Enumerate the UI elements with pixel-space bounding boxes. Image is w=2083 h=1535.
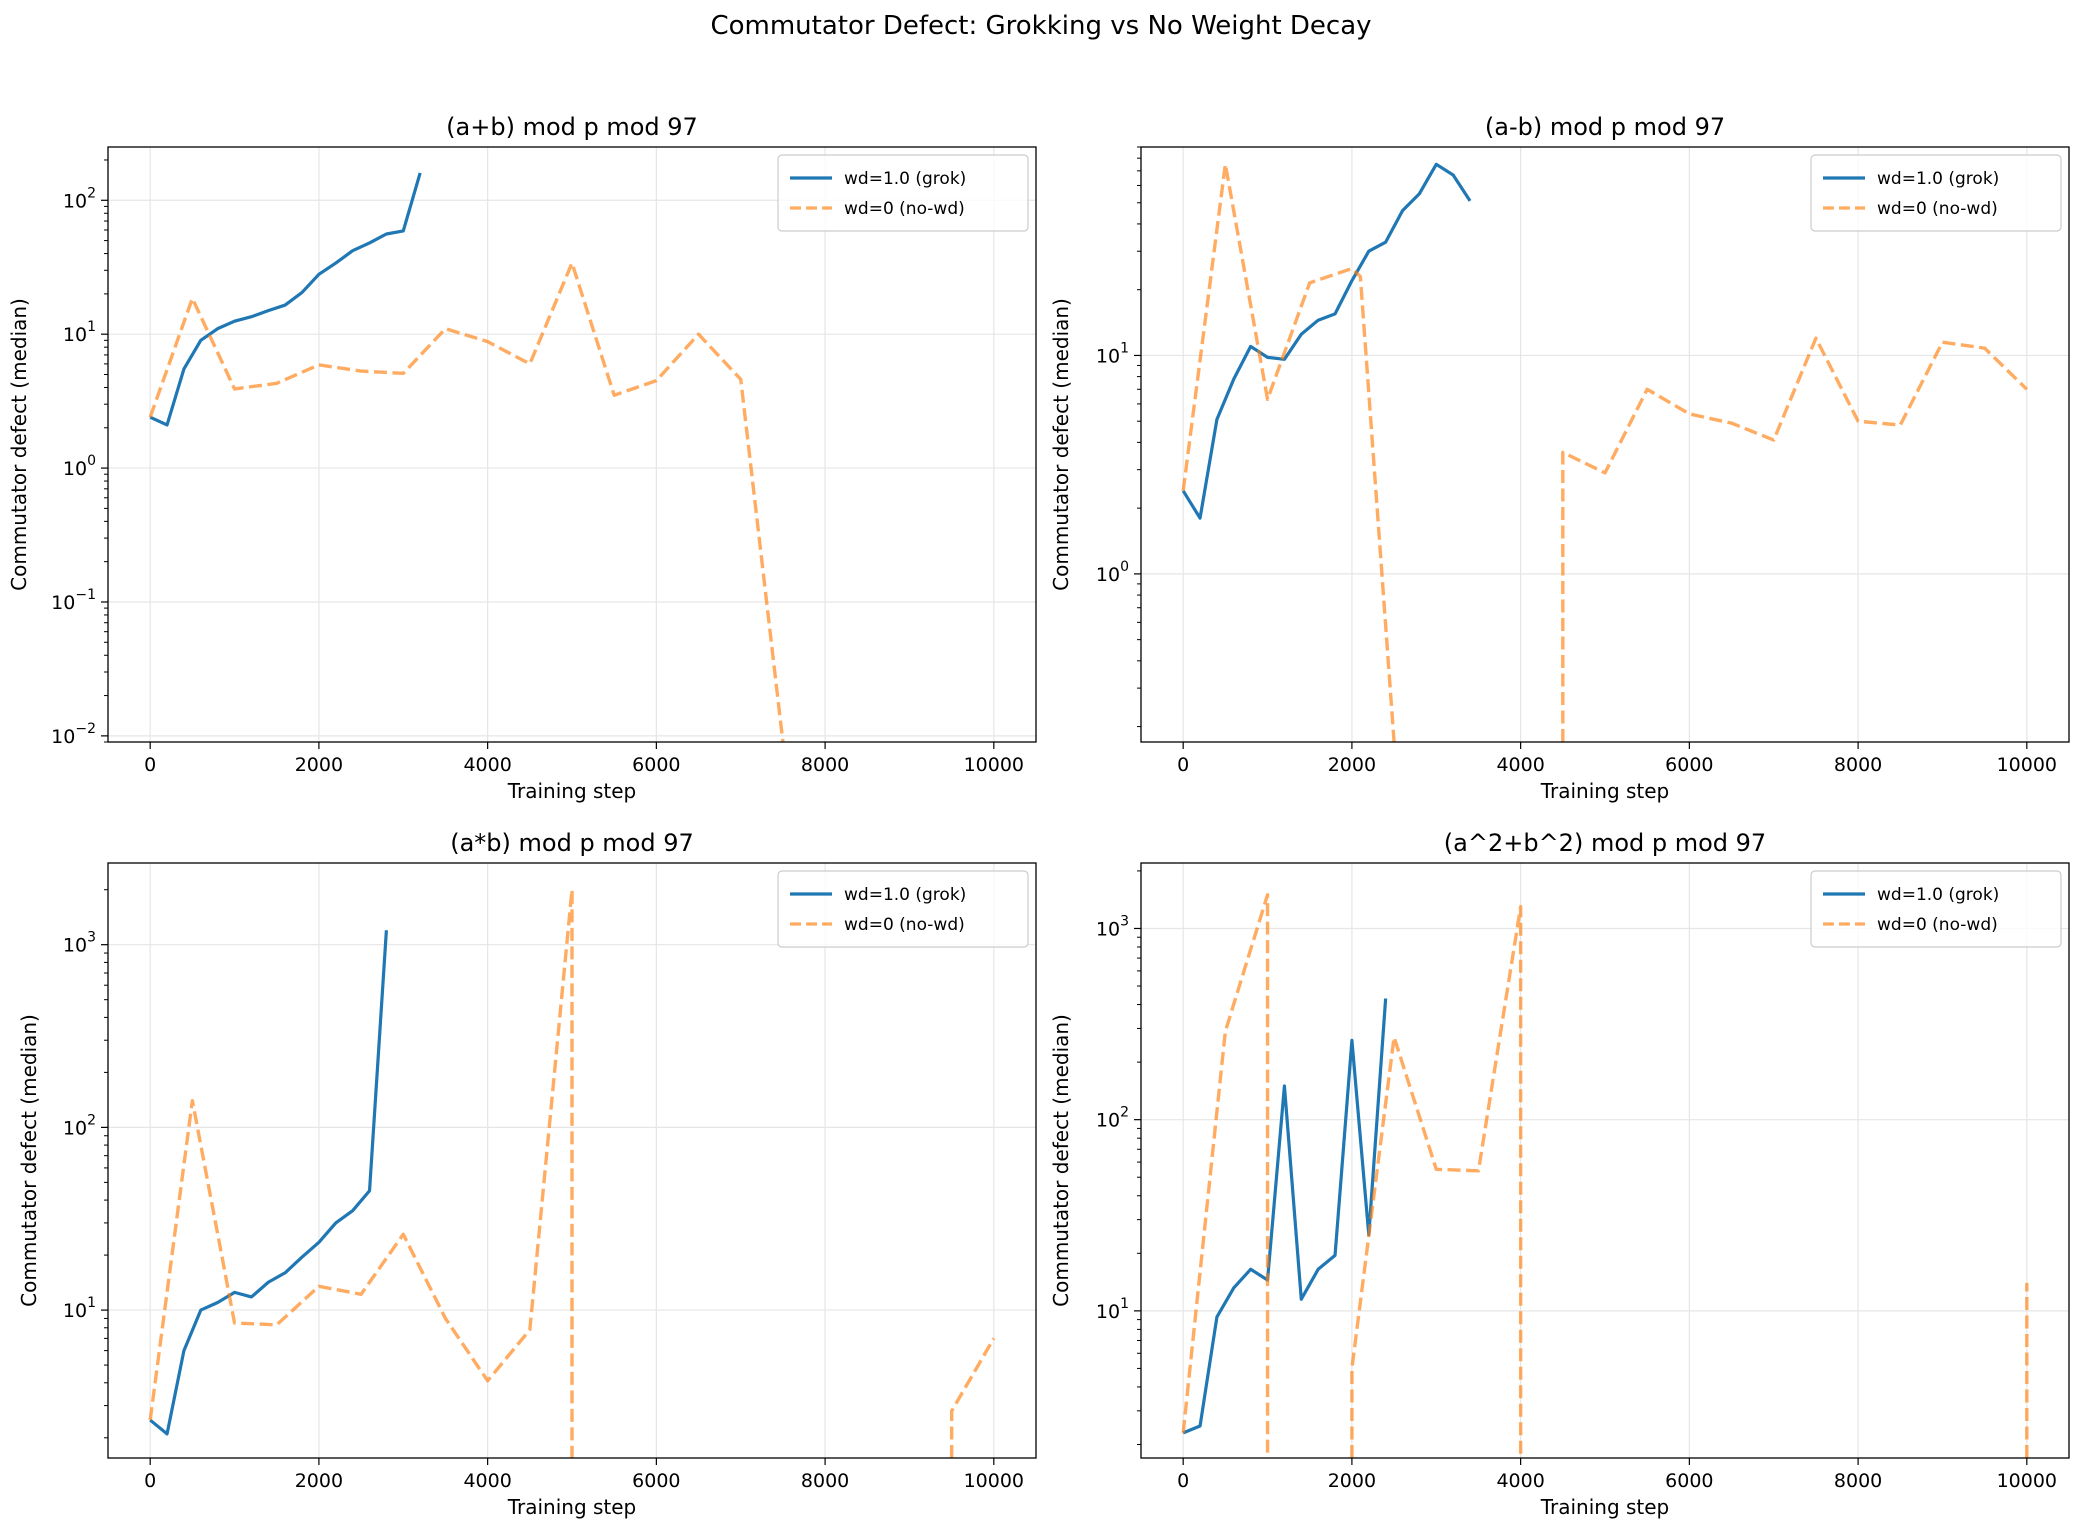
legend-label: wd=0 (no-wd) (844, 915, 965, 935)
x-tick-label: 2000 (295, 1470, 343, 1492)
legend: wd=1.0 (grok) wd=0 (no-wd) (777, 154, 1029, 232)
subplot-3: 0 2000 4000 6000 8000 10000 101 102 103 (a*b) mod… (17, 829, 1037, 1519)
subplot-title: (a-b) mod p mod 97 (1485, 113, 1725, 141)
x-tick-label: 4000 (1496, 1470, 1544, 1492)
legend-label: wd=0 (no-wd) (1877, 199, 1998, 219)
y-axis-label: Commutator defect (median) (7, 298, 31, 591)
x-tick-label: 2000 (1328, 1470, 1376, 1492)
y-tick-label: 102 (1096, 1105, 1129, 1132)
x-tick-label: 10000 (1997, 1470, 2057, 1492)
subplot-2: 0 2000 4000 6000 8000 10000 100 101 (a-b) mod p … (1049, 113, 2070, 803)
legend-box (777, 154, 1029, 232)
figure-title: Commutator Defect: Grokking vs No Weight… (710, 11, 1371, 41)
x-tick-label: 2000 (295, 754, 343, 776)
y-tick-label: 10−1 (51, 587, 96, 614)
y-tick-label: 101 (1096, 1296, 1129, 1323)
series-line-grok (1182, 998, 1388, 1435)
legend-box (777, 870, 1029, 948)
series-line-no-wd (148, 888, 996, 1458)
subplot-title: (a^2+b^2) mod p mod 97 (1444, 829, 1766, 857)
series-line-no-wd (1181, 893, 2029, 1458)
x-tick-label: 4000 (463, 1470, 511, 1492)
x-tick-label: 10000 (964, 1470, 1024, 1492)
axes-frame (1140, 146, 2070, 743)
x-tick-label: 8000 (801, 1470, 849, 1492)
y-tick-label: 100 (63, 453, 96, 480)
legend-label: wd=1.0 (grok) (844, 169, 966, 189)
subplot-grid: 0 2000 4000 6000 8000 1000010−210−1100101102(… (7, 113, 2070, 1519)
legend: wd=1.0 (grok) wd=0 (no-wd) (1810, 154, 2062, 232)
series-line-grok (149, 172, 422, 427)
legend-box (1810, 154, 2062, 232)
x-axis-label: Training step (507, 779, 637, 803)
axes-frame (107, 862, 1037, 1459)
x-tick-label: 2000 (1328, 754, 1376, 776)
x-tick-label: 10000 (964, 754, 1024, 776)
subplot-title: (a+b) mod p mod 97 (446, 113, 698, 141)
legend: wd=1.0 (grok) wd=0 (no-wd) (1810, 870, 2062, 948)
series-line-no-wd (1181, 162, 2029, 742)
y-tick-label: 100 (1096, 559, 1129, 586)
x-tick-label: 10000 (1997, 754, 2057, 776)
x-tick-label: 6000 (1665, 1470, 1713, 1492)
x-tick-label: 0 (1177, 1470, 1189, 1492)
legend-box (1810, 870, 2062, 948)
y-tick-label: 102 (63, 1112, 96, 1139)
series-line-grok (1181, 162, 1472, 520)
x-tick-label: 8000 (801, 754, 849, 776)
y-axis-label: Commutator defect (median) (17, 1014, 41, 1307)
legend-label: wd=1.0 (grok) (1877, 169, 1999, 189)
x-axis-label: Training step (1540, 1495, 1670, 1519)
x-tick-label: 4000 (1496, 754, 1544, 776)
x-tick-label: 8000 (1834, 754, 1882, 776)
x-tick-label: 4000 (463, 754, 511, 776)
subplot-1: 0 2000 4000 6000 8000 10000 10−2 10−1 100 101 102 (… (7, 113, 1037, 803)
axes-frame (1140, 862, 2070, 1459)
y-tick-label: 101 (1096, 340, 1129, 367)
y-tick-label: 101 (63, 319, 96, 346)
legend: wd=1.0 (grok) wd=0 (no-wd) (777, 870, 1029, 948)
x-tick-label: 6000 (632, 754, 680, 776)
subplot-4: 0 2000 4000 6000 8000 10000 101 102 103 (a^2+b^2)… (1049, 829, 2070, 1519)
x-tick-label: 0 (1177, 754, 1189, 776)
x-tick-label: 0 (144, 1470, 156, 1492)
x-tick-label: 8000 (1834, 1470, 1882, 1492)
series-line-no-wd (148, 261, 785, 742)
x-axis-label: Training step (507, 1495, 637, 1519)
x-axis-label: Training step (1540, 779, 1670, 803)
y-tick-label: 103 (63, 930, 96, 957)
legend-label: wd=0 (no-wd) (1877, 915, 1998, 935)
legend-label: wd=0 (no-wd) (844, 199, 965, 219)
legend-label: wd=1.0 (grok) (1877, 885, 1999, 905)
x-tick-label: 6000 (1665, 754, 1713, 776)
y-tick-label: 10−2 (51, 721, 96, 748)
x-tick-label: 0 (144, 754, 156, 776)
y-tick-label: 101 (63, 1295, 96, 1322)
y-tick-label: 103 (1096, 913, 1129, 940)
axes-frame (107, 146, 1037, 743)
series-line-grok (149, 930, 388, 1436)
y-axis-label: Commutator defect (median) (1049, 298, 1073, 591)
subplot-title: (a*b) mod p mod 97 (450, 829, 694, 857)
y-tick-label: 102 (63, 185, 96, 212)
y-axis-label: Commutator defect (median) (1049, 1014, 1073, 1307)
legend-label: wd=1.0 (grok) (844, 885, 966, 905)
x-tick-label: 6000 (632, 1470, 680, 1492)
